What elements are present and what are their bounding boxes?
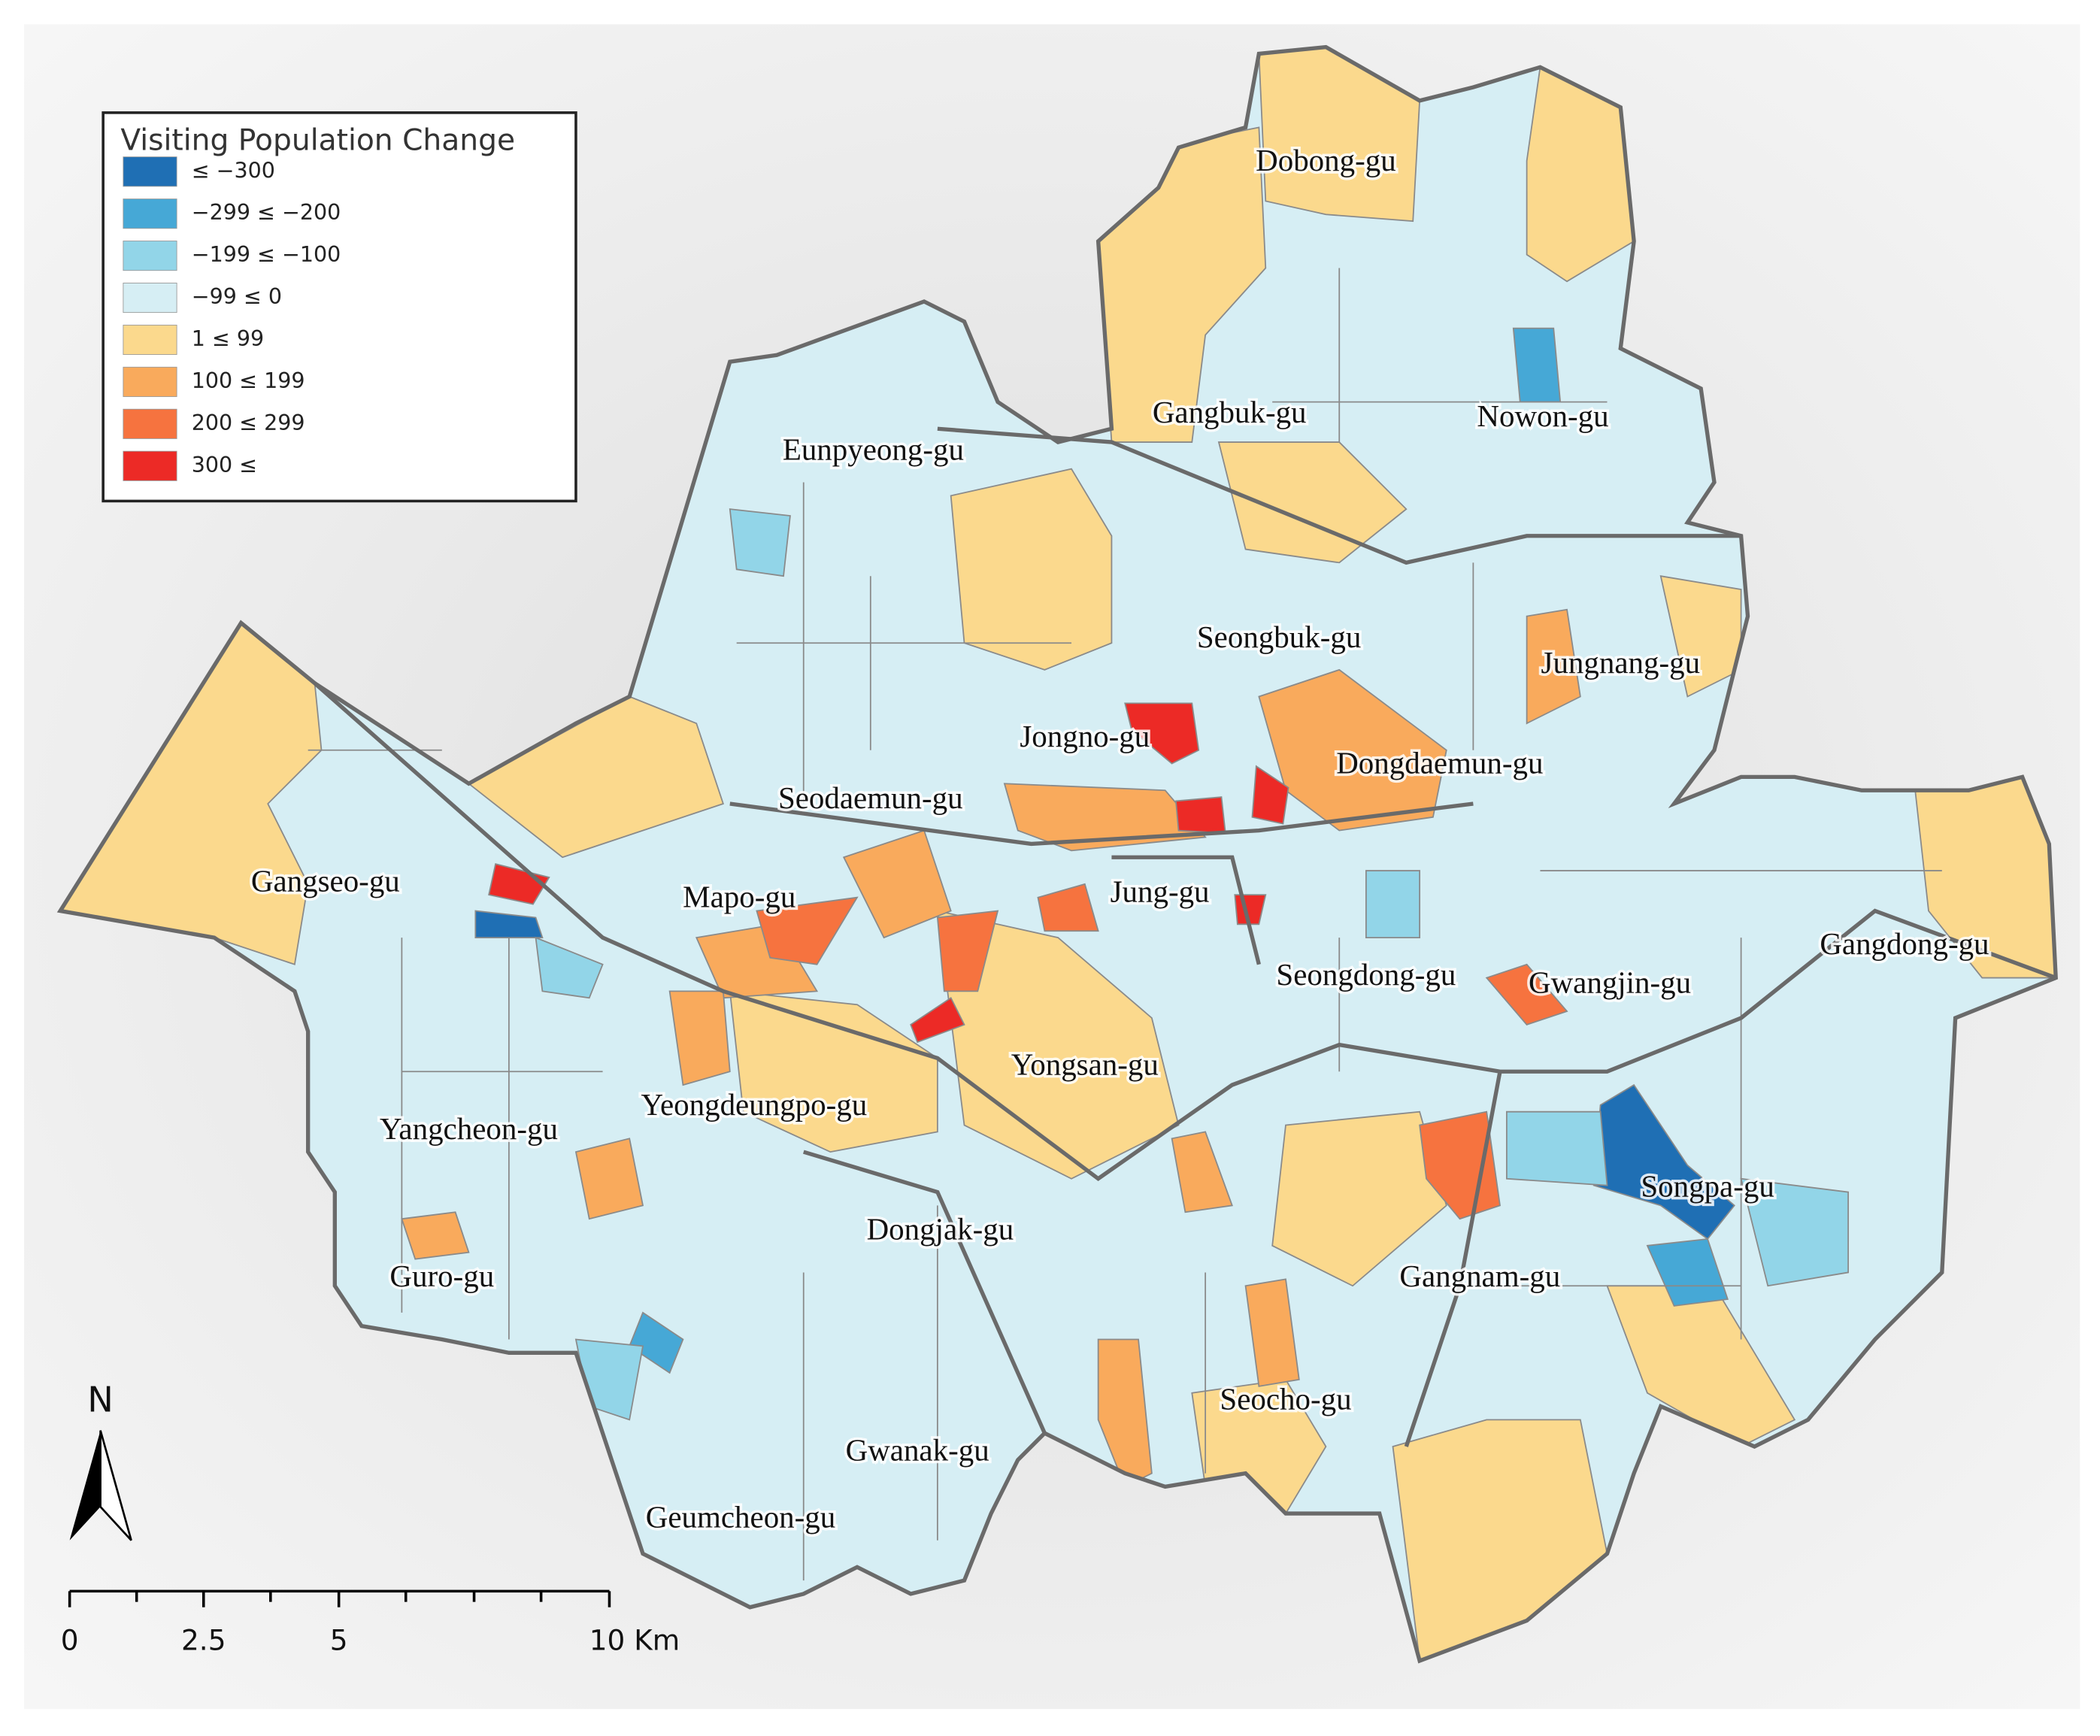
legend-label: 1 ≤ 99 xyxy=(192,326,264,351)
region xyxy=(474,910,544,939)
region xyxy=(1171,1131,1233,1213)
north-label: N xyxy=(87,1380,114,1420)
region xyxy=(729,990,938,1153)
region xyxy=(756,896,859,965)
region xyxy=(1258,47,1421,223)
district-label: Yeongdeungpo-gu xyxy=(641,1087,867,1122)
region xyxy=(1003,783,1207,852)
legend-label: 300 ≤ xyxy=(192,453,257,477)
scale-ticks xyxy=(68,1591,611,1607)
legend-swatch xyxy=(123,450,177,481)
district-label: Eunpyeong-gu xyxy=(783,432,964,467)
district-label: Gwanak-gu xyxy=(846,1432,989,1467)
region xyxy=(668,990,731,1086)
district-labels: Dobong-gu Gangbuk-gu Nowon-gu Eunpyeong-gu S… xyxy=(248,140,1992,1537)
region xyxy=(1124,702,1200,765)
boundary xyxy=(308,268,1942,1581)
legend-swatch xyxy=(123,156,177,187)
region xyxy=(1365,870,1421,939)
legend-swatch xyxy=(123,408,177,439)
district-label: Gangseo-gu xyxy=(251,863,400,898)
legend-label: −299 ≤ −200 xyxy=(192,200,341,225)
legend-swatch xyxy=(123,366,177,397)
legend-label: −99 ≤ 0 xyxy=(192,284,282,309)
region xyxy=(535,936,604,999)
district-label: Geumcheon-gu xyxy=(646,1499,835,1534)
legend-label: −199 ≤ −100 xyxy=(192,242,341,267)
district-label: Seongbuk-gu xyxy=(1197,620,1361,654)
legend: Visiting Population Change ≤ −300 −299 ≤ … xyxy=(102,111,577,503)
legend-swatch xyxy=(123,283,177,314)
gu-boundary xyxy=(313,426,2057,1447)
district-label: Jung-gu xyxy=(1111,874,1210,909)
district-label: Yangcheon-gu xyxy=(380,1111,558,1146)
region xyxy=(1512,327,1562,403)
district-label: Dobong-gu xyxy=(1256,143,1396,177)
region xyxy=(1419,1110,1501,1220)
district-label: Jongno-gu xyxy=(1020,719,1150,753)
region xyxy=(1740,1177,1850,1287)
region xyxy=(1485,963,1568,1026)
scale-label: 5 xyxy=(330,1624,348,1657)
region xyxy=(401,1211,470,1260)
region xyxy=(729,508,791,577)
region xyxy=(842,829,952,939)
legend-swatch xyxy=(123,324,177,356)
legend-label: 100 ≤ 199 xyxy=(192,368,305,393)
district-label: Guro-gu xyxy=(389,1259,494,1293)
region xyxy=(1037,883,1099,932)
region xyxy=(1244,1278,1300,1387)
legend-label: ≤ −300 xyxy=(192,158,275,183)
district-label: Gangdong-gu xyxy=(1820,926,1989,961)
region xyxy=(950,468,1113,671)
scale-label: 2.5 xyxy=(181,1624,226,1657)
arrow-right xyxy=(99,1430,132,1541)
region xyxy=(1174,796,1226,835)
scale-label: 0 xyxy=(61,1624,79,1657)
legend-items: ≤ −300 −299 ≤ −200 −199 ≤ −100 −99 ≤ 0 1 ≤ 9… xyxy=(123,156,341,481)
district-label: Gangnam-gu xyxy=(1399,1259,1560,1293)
district-label: Dongdaemun-gu xyxy=(1336,746,1543,780)
district-boundaries xyxy=(56,44,2058,1664)
region xyxy=(574,1138,644,1220)
district-label: Gangbuk-gu xyxy=(1153,395,1307,429)
legend-box xyxy=(102,111,577,503)
scale-bar: 0 2.5 5 10 Km xyxy=(61,1589,680,1657)
city-boundary xyxy=(56,44,2058,1664)
district-label: Songpa-gu xyxy=(1641,1168,1774,1203)
district-label: Jungnang-gu xyxy=(1541,645,1701,680)
region xyxy=(1271,1110,1447,1287)
region xyxy=(1506,1110,1608,1186)
region xyxy=(910,996,965,1044)
region xyxy=(1217,441,1408,564)
north-arrow: N xyxy=(69,1380,132,1541)
arrow-left xyxy=(69,1430,101,1541)
district-label: Mapo-gu xyxy=(683,880,795,914)
region xyxy=(1592,1083,1735,1241)
district-label: Dongjak-gu xyxy=(867,1211,1014,1246)
district-label: Nowon-gu xyxy=(1477,398,1608,433)
legend-swatch xyxy=(123,241,177,271)
region xyxy=(1251,765,1289,825)
district-label: Seocho-gu xyxy=(1220,1382,1351,1416)
district-label: Seongdong-gu xyxy=(1276,957,1456,992)
district-label: Gwangjin-gu xyxy=(1529,965,1691,1000)
legend-label: 200 ≤ 299 xyxy=(192,411,305,435)
scale-label: 10 Km xyxy=(589,1624,680,1657)
region xyxy=(936,910,999,992)
legend-swatch xyxy=(123,198,177,229)
legend-title: Visiting Population Change xyxy=(120,124,515,158)
region xyxy=(629,1311,684,1374)
region xyxy=(1526,608,1581,725)
district-label: Yongsan-gu xyxy=(1011,1047,1159,1081)
region xyxy=(936,910,1180,1180)
district-label: Seodaemun-gu xyxy=(778,780,963,815)
